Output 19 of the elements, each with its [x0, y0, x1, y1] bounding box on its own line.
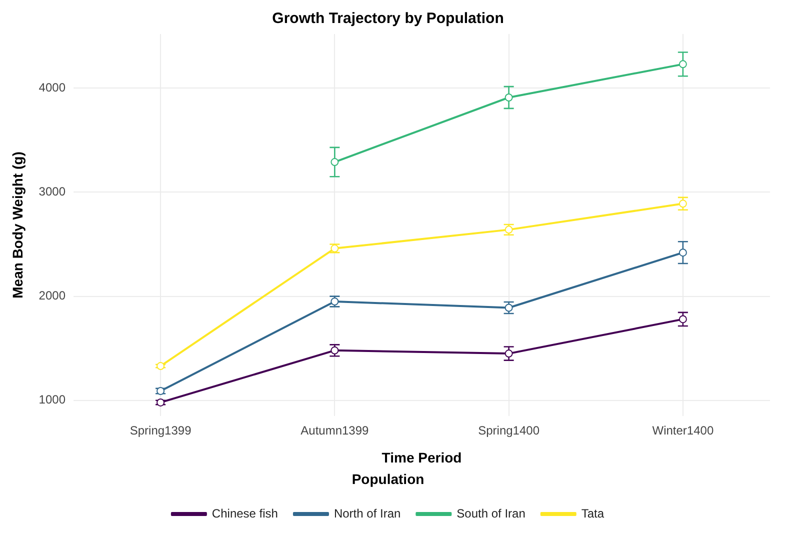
x-tick-label: Winter1400	[652, 424, 714, 438]
x-tick-label: Autumn1399	[300, 424, 370, 438]
point	[504, 93, 513, 102]
legend-label: Chinese fish	[212, 506, 278, 520]
x-tick-label: Spring1399	[130, 424, 192, 438]
y-tick-label: 4000	[38, 80, 66, 94]
x-axis-title: Time Period	[382, 450, 462, 466]
y-axis-title: Mean Body Weight (g)	[9, 152, 26, 298]
y-tick-label: 3000	[38, 184, 66, 199]
legend-title: Population	[352, 471, 424, 488]
y-tick-label: 2000	[38, 288, 66, 303]
legend-label: Tata	[581, 506, 604, 520]
legend-label: South of Iran	[456, 506, 526, 520]
point	[678, 60, 687, 68]
x-tick-label: Spring1400	[478, 424, 540, 438]
point	[330, 158, 339, 166]
chart-title: Growth Trajectory by Population	[272, 10, 504, 28]
legend-label: North of Iran	[334, 506, 401, 520]
y-tick-label: 1000	[38, 392, 66, 407]
